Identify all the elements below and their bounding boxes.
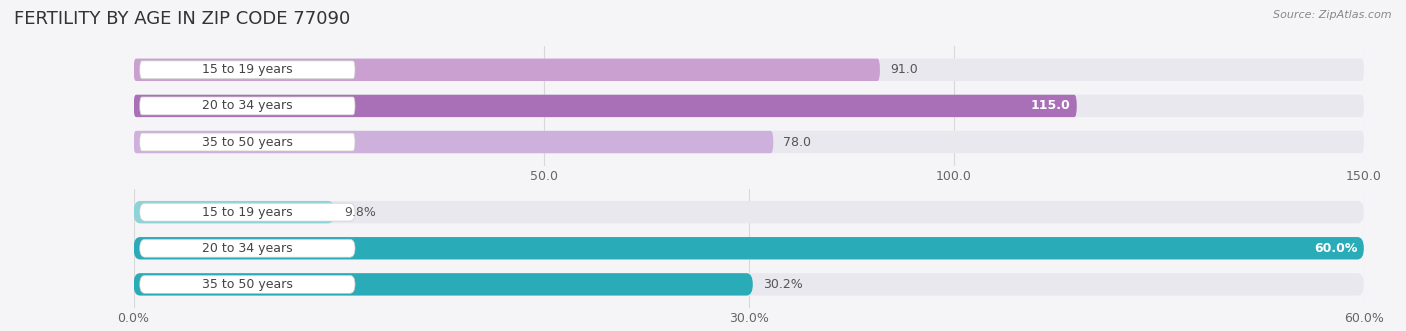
Text: FERTILITY BY AGE IN ZIP CODE 77090: FERTILITY BY AGE IN ZIP CODE 77090 (14, 10, 350, 28)
FancyBboxPatch shape (134, 95, 1077, 117)
FancyBboxPatch shape (139, 239, 354, 257)
FancyBboxPatch shape (134, 131, 773, 153)
FancyBboxPatch shape (139, 97, 356, 115)
Text: 15 to 19 years: 15 to 19 years (202, 206, 292, 219)
Text: 9.8%: 9.8% (344, 206, 377, 219)
FancyBboxPatch shape (139, 203, 354, 221)
FancyBboxPatch shape (134, 237, 1364, 260)
Text: Source: ZipAtlas.com: Source: ZipAtlas.com (1274, 10, 1392, 20)
FancyBboxPatch shape (134, 201, 335, 223)
FancyBboxPatch shape (139, 61, 356, 79)
Text: 60.0%: 60.0% (1315, 242, 1358, 255)
Text: 115.0: 115.0 (1031, 99, 1070, 113)
FancyBboxPatch shape (134, 237, 1364, 260)
Text: 30.2%: 30.2% (762, 278, 803, 291)
FancyBboxPatch shape (139, 133, 356, 151)
Text: 20 to 34 years: 20 to 34 years (202, 99, 292, 113)
FancyBboxPatch shape (139, 275, 354, 293)
FancyBboxPatch shape (134, 273, 752, 296)
Text: 91.0: 91.0 (890, 63, 918, 76)
FancyBboxPatch shape (134, 131, 1364, 153)
FancyBboxPatch shape (134, 95, 1364, 117)
FancyBboxPatch shape (134, 201, 1364, 223)
FancyBboxPatch shape (134, 59, 880, 81)
Text: 20 to 34 years: 20 to 34 years (202, 242, 292, 255)
Text: 35 to 50 years: 35 to 50 years (202, 278, 292, 291)
FancyBboxPatch shape (134, 273, 1364, 296)
FancyBboxPatch shape (134, 59, 1364, 81)
Text: 15 to 19 years: 15 to 19 years (202, 63, 292, 76)
Text: 78.0: 78.0 (783, 135, 811, 149)
Text: 35 to 50 years: 35 to 50 years (202, 135, 292, 149)
